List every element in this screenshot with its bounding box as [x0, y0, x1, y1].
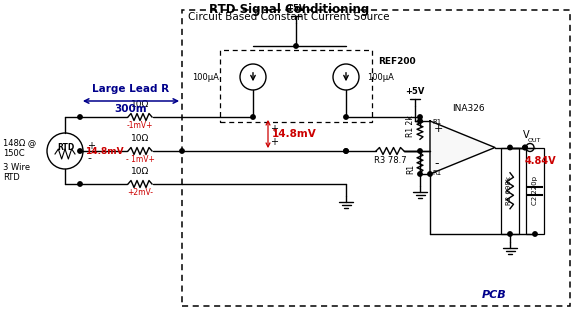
Text: +: +	[270, 124, 278, 134]
Circle shape	[344, 149, 348, 153]
Circle shape	[418, 115, 422, 119]
Circle shape	[508, 232, 512, 236]
Circle shape	[344, 115, 348, 119]
Text: Circuit Based Constant Current Source: Circuit Based Constant Current Source	[188, 12, 389, 22]
Text: +: +	[87, 141, 95, 151]
Text: +5V: +5V	[405, 87, 425, 96]
Text: 4.84V: 4.84V	[525, 156, 557, 166]
Text: 300m: 300m	[115, 104, 147, 114]
Text: INA326: INA326	[452, 104, 485, 113]
Text: R1: R1	[406, 164, 415, 174]
Circle shape	[418, 172, 422, 176]
Text: -1mV+: -1mV+	[127, 121, 153, 130]
Polygon shape	[430, 121, 495, 174]
Text: R1: R1	[432, 119, 441, 125]
Text: 148Ω @: 148Ω @	[3, 138, 36, 148]
Text: 10Ω: 10Ω	[131, 167, 149, 176]
Text: 3 Wire: 3 Wire	[3, 164, 30, 172]
Text: RTD: RTD	[3, 172, 20, 181]
Text: V: V	[523, 131, 530, 140]
Text: +: +	[434, 124, 443, 134]
Text: R2 698k: R2 698k	[506, 176, 512, 205]
Text: Large Lead R: Large Lead R	[92, 84, 170, 94]
Text: 150C: 150C	[3, 149, 25, 158]
Circle shape	[508, 145, 512, 150]
Circle shape	[418, 149, 422, 153]
Text: -: -	[87, 153, 91, 163]
Text: 14.8mV: 14.8mV	[85, 147, 123, 155]
Text: REF200: REF200	[378, 57, 415, 67]
Text: +2mV-: +2mV-	[127, 188, 153, 197]
Circle shape	[428, 172, 432, 176]
Circle shape	[344, 149, 348, 153]
Text: R3 78.7: R3 78.7	[374, 156, 406, 165]
Text: OUT: OUT	[528, 138, 541, 143]
Circle shape	[251, 115, 255, 119]
Text: RTD: RTD	[57, 143, 74, 151]
Text: +: +	[270, 137, 278, 147]
Circle shape	[533, 232, 537, 236]
Circle shape	[523, 145, 527, 150]
Circle shape	[78, 182, 82, 186]
Text: 100μA: 100μA	[192, 73, 219, 82]
Circle shape	[78, 149, 82, 153]
Text: C2 220p: C2 220p	[532, 176, 538, 205]
Circle shape	[180, 149, 184, 153]
Text: 10Ω: 10Ω	[131, 134, 149, 143]
Circle shape	[418, 119, 422, 123]
Text: 100μA: 100μA	[367, 73, 394, 82]
Circle shape	[294, 44, 298, 48]
Circle shape	[78, 115, 82, 119]
Text: PCB: PCB	[482, 290, 507, 300]
Circle shape	[523, 145, 527, 150]
Text: 14.8mV: 14.8mV	[272, 129, 317, 139]
Text: 10Ω: 10Ω	[131, 100, 149, 109]
Text: RTD Signal Conditioning: RTD Signal Conditioning	[209, 3, 369, 16]
Text: R1 2k: R1 2k	[406, 115, 415, 137]
Text: R1: R1	[432, 170, 441, 176]
Text: +5V: +5V	[286, 4, 306, 13]
Text: -: -	[434, 158, 439, 171]
Text: - 1mV+: - 1mV+	[126, 155, 155, 164]
